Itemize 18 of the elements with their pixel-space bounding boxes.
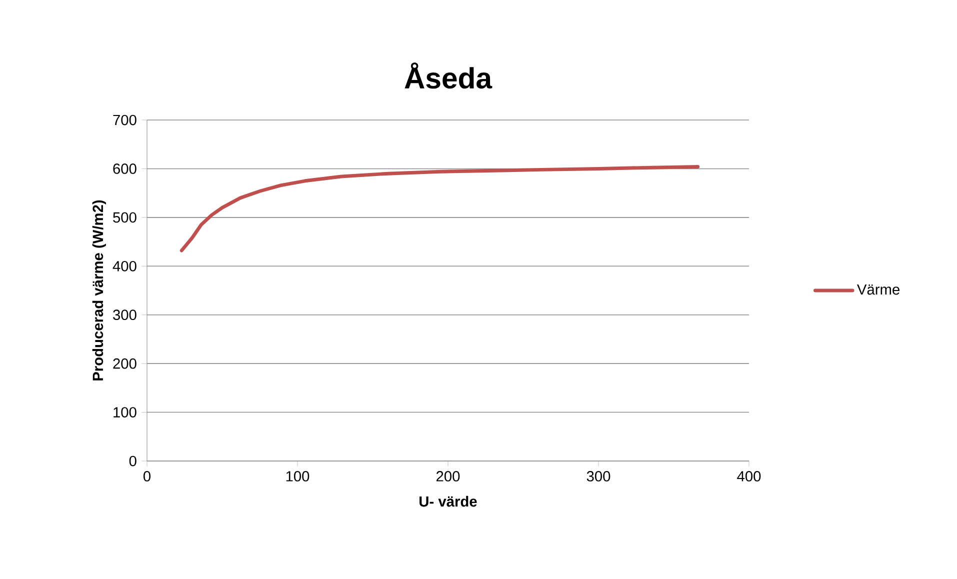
y-tick-label: 400	[112, 260, 136, 272]
x-tick-label: 100	[286, 471, 310, 482]
y-tick-label: 100	[114, 407, 136, 418]
x-tick-label: 0	[143, 471, 150, 482]
chart-title: Åseda	[404, 62, 492, 89]
y-tick-label: 700	[113, 114, 136, 126]
y-tick-label: 200	[113, 358, 136, 369]
y-axis-title: Producerad värme (W/m2)	[92, 200, 106, 380]
x-tick-label: 200	[436, 471, 460, 482]
x-tick-label: 400	[737, 471, 761, 482]
x-tick-label: 300	[586, 471, 610, 482]
y-tick-label: 600	[113, 164, 136, 174]
y-tick-label: 500	[113, 212, 136, 223]
line-series	[180, 165, 700, 252]
y-tick-label: 0	[129, 456, 136, 466]
legend-label: Värme	[857, 284, 900, 295]
x-axis-title: U- värde	[420, 496, 477, 507]
y-tick-label: 300	[113, 310, 136, 320]
